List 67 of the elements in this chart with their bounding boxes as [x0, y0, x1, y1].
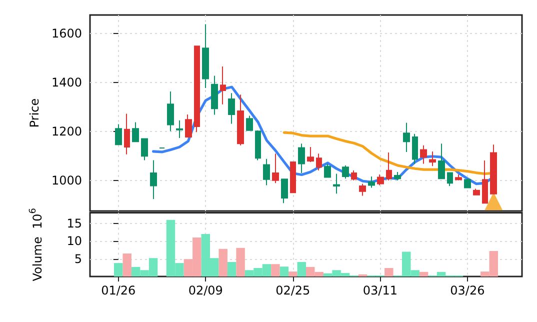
- y-tick-label: 5: [74, 252, 82, 266]
- y-tick-label: 1000: [51, 173, 82, 188]
- candlestick: [473, 188, 480, 196]
- y-tick-label: 15: [66, 216, 82, 230]
- x-tick-label: 01/26: [101, 284, 136, 298]
- candlestick: [185, 114, 192, 138]
- candlestick: [403, 122, 410, 152]
- bar: [297, 262, 306, 276]
- candlestick: [438, 143, 445, 180]
- bar: [114, 263, 123, 276]
- candlestick: [150, 160, 157, 200]
- candlestick: [167, 90, 174, 132]
- candlestick: [281, 178, 288, 204]
- candlestick: [482, 160, 488, 204]
- candlestick: [263, 158, 270, 186]
- y-tick-label: 1600: [51, 26, 82, 40]
- candlestick: [132, 122, 139, 142]
- bar: [384, 268, 394, 276]
- bar: [122, 253, 132, 276]
- candlestick: [455, 174, 462, 181]
- bar: [288, 272, 298, 276]
- candlestick: [464, 178, 471, 188]
- bar: [280, 266, 289, 276]
- candlestick: [115, 124, 122, 146]
- candlestick: [351, 170, 357, 181]
- candlestick: [176, 120, 183, 138]
- candlestick: [246, 115, 253, 131]
- x-tick-label: 03/11: [362, 284, 398, 298]
- bar: [271, 264, 280, 276]
- candlestick: [333, 173, 340, 194]
- bar: [227, 262, 236, 276]
- y-axis-title: Price: [28, 98, 42, 128]
- candlestick: [307, 146, 314, 162]
- candlestick: [237, 94, 244, 146]
- candlestick: [394, 172, 401, 181]
- candlestick: [141, 138, 148, 161]
- candlestick: [412, 133, 418, 164]
- candlestick: [290, 162, 296, 194]
- x-tick-label: 02/25: [276, 284, 310, 298]
- candlestick: [342, 164, 349, 180]
- y-tick-label: 1400: [51, 75, 82, 90]
- x-tick-label: 02/09: [188, 284, 223, 298]
- candlestick: [211, 75, 218, 116]
- candlestick: [386, 152, 392, 181]
- candlestick: [368, 176, 375, 188]
- y-tick-label: 1200: [51, 124, 82, 138]
- candlestick: [228, 92, 235, 124]
- candlestick: [194, 46, 200, 133]
- candlestick: [324, 163, 331, 178]
- candlestick: [272, 153, 279, 184]
- candlestick: [377, 174, 384, 186]
- y-axis-title: Volume 106: [28, 208, 44, 282]
- candlestick: [420, 144, 427, 164]
- y-tick-label: 10: [66, 234, 82, 248]
- bar: [419, 272, 428, 276]
- candlestick: [298, 143, 305, 174]
- candlestick: [447, 172, 453, 187]
- bar: [218, 248, 228, 276]
- candlestick: [124, 113, 130, 155]
- candlestick: [220, 66, 226, 105]
- candlestick: [490, 144, 497, 194]
- candlestick: [316, 153, 322, 171]
- candlestick: [255, 130, 261, 161]
- candlestick: [359, 183, 366, 196]
- x-tick-label: 03/26: [450, 284, 485, 298]
- candlestick: [429, 150, 436, 167]
- bar: [236, 248, 245, 276]
